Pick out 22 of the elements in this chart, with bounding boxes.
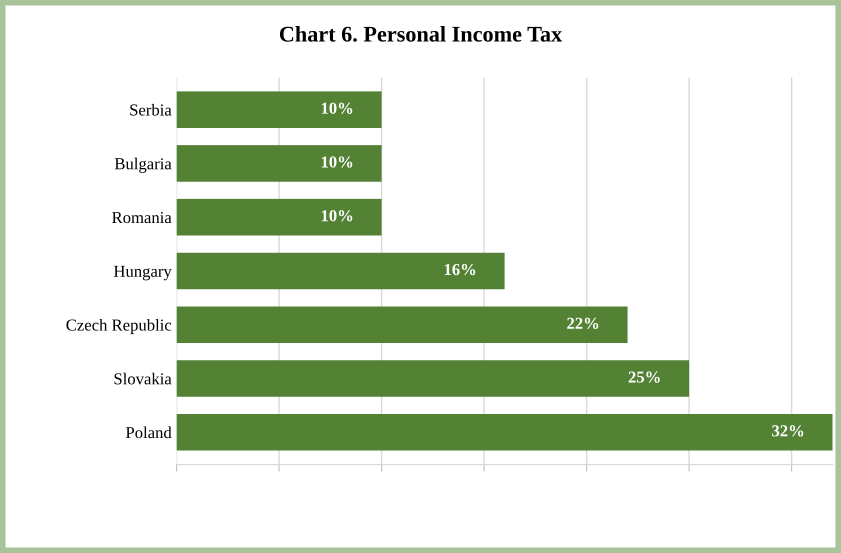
y-tick-label: Romania xyxy=(112,212,172,224)
bar xyxy=(176,145,382,182)
data-label: 32% xyxy=(772,425,804,436)
y-tick-label: Serbia xyxy=(130,104,172,116)
bar xyxy=(176,252,505,290)
bar xyxy=(176,360,690,397)
data-label: 10% xyxy=(322,210,352,222)
y-tick-label: Poland xyxy=(126,426,172,438)
chart-title: Chart 6. Personal Income Tax xyxy=(280,26,562,42)
data-label: 16% xyxy=(444,264,476,276)
data-label: 10% xyxy=(322,102,352,114)
y-tick-label: Hungary xyxy=(114,266,172,280)
bar xyxy=(176,91,382,128)
data-label: 22% xyxy=(567,318,598,329)
bar xyxy=(176,414,833,451)
y-tick-label: Bulgaria xyxy=(114,158,172,173)
bar xyxy=(176,198,382,236)
data-label: 25% xyxy=(628,371,660,383)
y-tick-label: Czech Republic xyxy=(66,318,172,334)
bar xyxy=(176,306,628,344)
data-label: 10% xyxy=(322,156,352,168)
y-tick-label: Slovakia xyxy=(114,372,172,384)
